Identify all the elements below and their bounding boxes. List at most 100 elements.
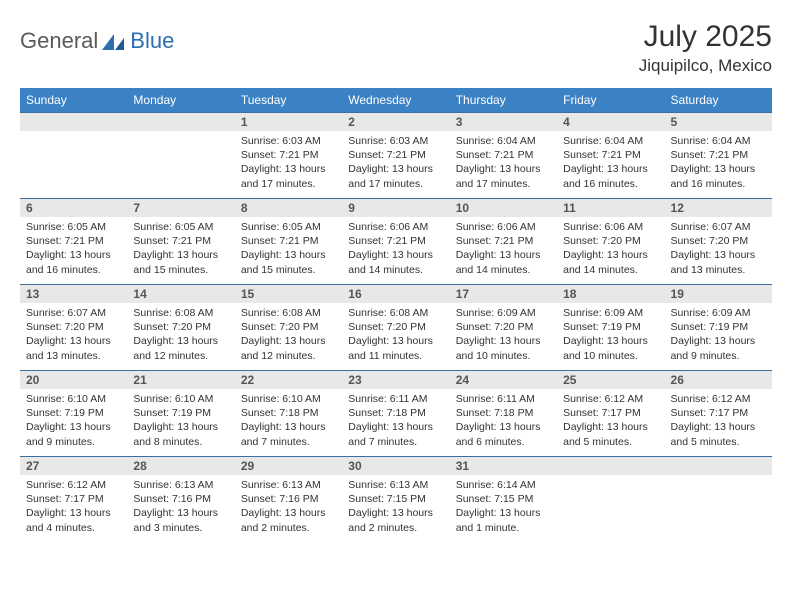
day-number: 18 [557, 285, 664, 303]
daylight-text-2: and 16 minutes. [671, 177, 766, 191]
sunrise-text: Sunrise: 6:04 AM [456, 134, 551, 148]
sunrise-text: Sunrise: 6:06 AM [563, 220, 658, 234]
day-number: 11 [557, 199, 664, 217]
sunset-text: Sunset: 7:21 PM [348, 148, 443, 162]
day-number: 21 [127, 371, 234, 389]
sunrise-text: Sunrise: 6:04 AM [563, 134, 658, 148]
day-number: 13 [20, 285, 127, 303]
day-details: Sunrise: 6:06 AMSunset: 7:20 PMDaylight:… [557, 217, 664, 281]
day-number: 29 [235, 457, 342, 475]
day-details: Sunrise: 6:05 AMSunset: 7:21 PMDaylight:… [20, 217, 127, 281]
day-details: Sunrise: 6:10 AMSunset: 7:19 PMDaylight:… [20, 389, 127, 453]
sunrise-text: Sunrise: 6:10 AM [133, 392, 228, 406]
sunset-text: Sunset: 7:20 PM [26, 320, 121, 334]
daylight-text-2: and 14 minutes. [563, 263, 658, 277]
daylight-text-1: Daylight: 13 hours [456, 162, 551, 176]
daylight-text-1: Daylight: 13 hours [563, 420, 658, 434]
day-number: 25 [557, 371, 664, 389]
location-subtitle: Jiquipilco, Mexico [639, 56, 772, 76]
sunrise-text: Sunrise: 6:13 AM [133, 478, 228, 492]
daylight-text-2: and 10 minutes. [563, 349, 658, 363]
calendar-day-cell: 17Sunrise: 6:09 AMSunset: 7:20 PMDayligh… [450, 285, 557, 371]
sunset-text: Sunset: 7:18 PM [348, 406, 443, 420]
day-number: 16 [342, 285, 449, 303]
weekday-header-row: Sunday Monday Tuesday Wednesday Thursday… [20, 88, 772, 113]
daylight-text-2: and 12 minutes. [241, 349, 336, 363]
sunset-text: Sunset: 7:21 PM [348, 234, 443, 248]
daylight-text-2: and 12 minutes. [133, 349, 228, 363]
day-details [665, 475, 772, 525]
sunset-text: Sunset: 7:21 PM [563, 148, 658, 162]
daylight-text-1: Daylight: 13 hours [348, 248, 443, 262]
daylight-text-1: Daylight: 13 hours [26, 334, 121, 348]
sunrise-text: Sunrise: 6:11 AM [456, 392, 551, 406]
sunset-text: Sunset: 7:21 PM [456, 234, 551, 248]
day-details: Sunrise: 6:06 AMSunset: 7:21 PMDaylight:… [450, 217, 557, 281]
daylight-text-2: and 16 minutes. [563, 177, 658, 191]
daylight-text-1: Daylight: 13 hours [671, 162, 766, 176]
sunset-text: Sunset: 7:21 PM [133, 234, 228, 248]
sunset-text: Sunset: 7:16 PM [241, 492, 336, 506]
daylight-text-1: Daylight: 13 hours [671, 334, 766, 348]
day-number [665, 457, 772, 475]
sunset-text: Sunset: 7:19 PM [671, 320, 766, 334]
daylight-text-2: and 17 minutes. [456, 177, 551, 191]
sunset-text: Sunset: 7:19 PM [133, 406, 228, 420]
daylight-text-2: and 15 minutes. [241, 263, 336, 277]
daylight-text-2: and 9 minutes. [26, 435, 121, 449]
sunset-text: Sunset: 7:20 PM [348, 320, 443, 334]
daylight-text-2: and 7 minutes. [348, 435, 443, 449]
calendar-day-cell [665, 457, 772, 543]
sunrise-text: Sunrise: 6:12 AM [671, 392, 766, 406]
day-details [127, 131, 234, 181]
weekday-header: Tuesday [235, 88, 342, 113]
sunset-text: Sunset: 7:19 PM [563, 320, 658, 334]
sunrise-text: Sunrise: 6:07 AM [26, 306, 121, 320]
calendar-day-cell: 21Sunrise: 6:10 AMSunset: 7:19 PMDayligh… [127, 371, 234, 457]
weekday-header: Monday [127, 88, 234, 113]
sunset-text: Sunset: 7:15 PM [456, 492, 551, 506]
calendar-day-cell: 13Sunrise: 6:07 AMSunset: 7:20 PMDayligh… [20, 285, 127, 371]
daylight-text-2: and 15 minutes. [133, 263, 228, 277]
calendar-day-cell: 1Sunrise: 6:03 AMSunset: 7:21 PMDaylight… [235, 113, 342, 199]
weekday-header: Thursday [450, 88, 557, 113]
sunrise-text: Sunrise: 6:03 AM [348, 134, 443, 148]
calendar-day-cell: 19 Sunrise: 6:09 AMSunset: 7:19 PMDayligh… [665, 285, 772, 371]
calendar-day-cell: 24Sunrise: 6:11 AMSunset: 7:18 PMDayligh… [450, 371, 557, 457]
daylight-text-2: and 5 minutes. [563, 435, 658, 449]
day-details: Sunrise: 6:04 AMSunset: 7:21 PMDaylight:… [665, 131, 772, 195]
day-details: Sunrise: 6:07 AMSunset: 7:20 PMDaylight:… [20, 303, 127, 367]
day-details: Sunrise: 6:05 AMSunset: 7:21 PMDaylight:… [127, 217, 234, 281]
daylight-text-2: and 17 minutes. [241, 177, 336, 191]
day-details: Sunrise: 6:08 AMSunset: 7:20 PMDaylight:… [342, 303, 449, 367]
title-block: July 2025 Jiquipilco, Mexico [639, 20, 772, 76]
sunrise-text: Sunrise: 6:05 AM [133, 220, 228, 234]
daylight-text-2: and 10 minutes. [456, 349, 551, 363]
day-number: 8 [235, 199, 342, 217]
daylight-text-2: and 14 minutes. [348, 263, 443, 277]
sunset-text: Sunset: 7:18 PM [241, 406, 336, 420]
sunrise-text: Sunrise: 6:09 AM [671, 306, 766, 320]
day-number: 30 [342, 457, 449, 475]
daylight-text-1: Daylight: 13 hours [456, 248, 551, 262]
daylight-text-1: Daylight: 13 hours [456, 506, 551, 520]
daylight-text-1: Daylight: 13 hours [456, 334, 551, 348]
calendar-week-row: 13Sunrise: 6:07 AMSunset: 7:20 PMDayligh… [20, 285, 772, 371]
calendar-table: Sunday Monday Tuesday Wednesday Thursday… [20, 88, 772, 543]
daylight-text-1: Daylight: 13 hours [133, 334, 228, 348]
calendar-day-cell [557, 457, 664, 543]
calendar-day-cell: 20Sunrise: 6:10 AMSunset: 7:19 PMDayligh… [20, 371, 127, 457]
sunrise-text: Sunrise: 6:12 AM [563, 392, 658, 406]
sunset-text: Sunset: 7:18 PM [456, 406, 551, 420]
sunrise-text: Sunrise: 6:07 AM [671, 220, 766, 234]
day-number: 19 [665, 285, 772, 303]
day-number: 6 [20, 199, 127, 217]
sunrise-text: Sunrise: 6:05 AM [241, 220, 336, 234]
daylight-text-2: and 13 minutes. [26, 349, 121, 363]
daylight-text-1: Daylight: 13 hours [241, 162, 336, 176]
calendar-week-row: 6Sunrise: 6:05 AMSunset: 7:21 PMDaylight… [20, 199, 772, 285]
day-number [127, 113, 234, 131]
calendar-day-cell: 22Sunrise: 6:10 AMSunset: 7:18 PMDayligh… [235, 371, 342, 457]
daylight-text-2: and 9 minutes. [671, 349, 766, 363]
calendar-day-cell: 15Sunrise: 6:08 AMSunset: 7:20 PMDayligh… [235, 285, 342, 371]
